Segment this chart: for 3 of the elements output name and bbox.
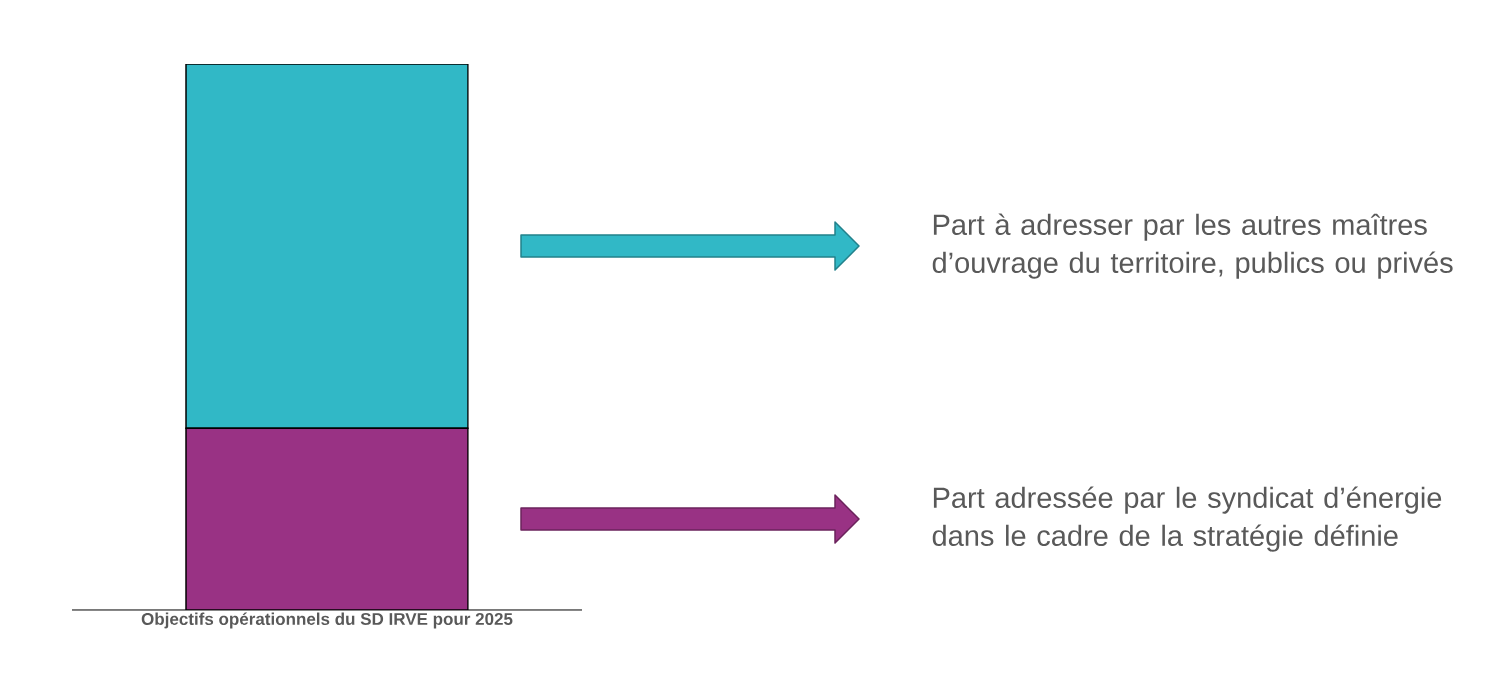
text: Part à adresser par les autres maîtres d’ouvrage du territoire, publics ou privés — [932, 213, 1453, 279]
text: Part adressée par le syndicat d’énergie dans le cadre de la stratégie définie — [932, 486, 1442, 552]
x-axis-title: Objectifs opérationnels du SD IRVE pour 2025 — [141, 612, 513, 629]
